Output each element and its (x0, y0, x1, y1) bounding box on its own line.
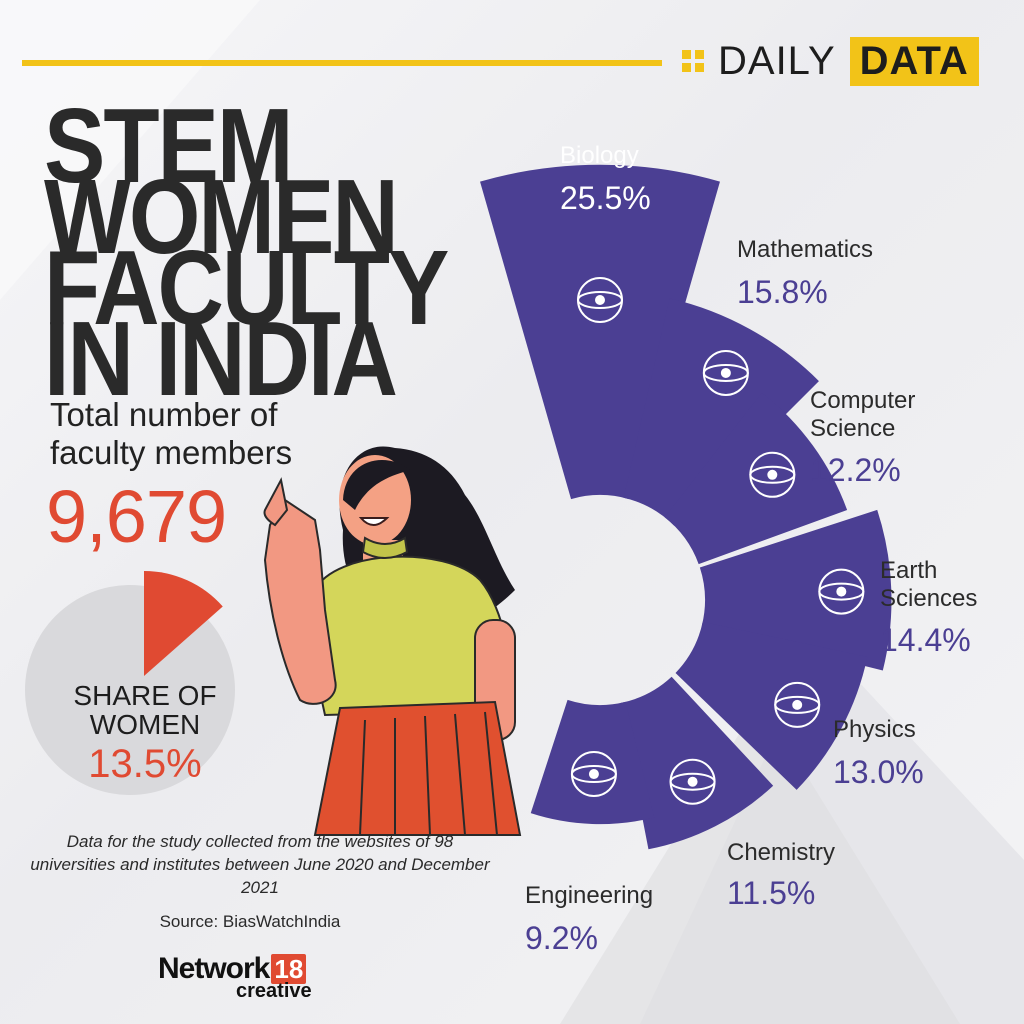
bar-physics (675, 621, 868, 790)
logo-creative: creative (236, 980, 312, 1002)
share-value: 13.5% (88, 742, 202, 786)
bar-value-label: 15.8% (737, 274, 828, 310)
atom-icon (774, 681, 821, 728)
flask-icon (669, 758, 716, 805)
bar-value-label: 11.5% (727, 875, 816, 911)
woman-illustration (263, 446, 522, 836)
header-rule (22, 60, 662, 66)
bar-category-label: Computer Science (810, 387, 916, 442)
bar-chemistry (620, 676, 774, 850)
bar-value-label: 14.4% (880, 622, 971, 658)
geometry-icon (702, 349, 749, 396)
dna-atom-icon (577, 277, 623, 323)
title-line: IN INDIA (44, 300, 398, 418)
brand-data: DATA (849, 36, 979, 86)
network18-logo: Network 18 creative (158, 952, 312, 1003)
bar-earth-sciences (699, 509, 892, 671)
share-label: SHARE OF WOMEN (73, 680, 217, 740)
bar-category-label: Biology (560, 142, 639, 169)
logo-number: 18 (271, 954, 307, 984)
grid-icon (682, 50, 704, 72)
bar-category-label: Physics (833, 716, 916, 743)
brand-logo: DAILY DATA (682, 35, 979, 87)
engineering-book-icon (570, 751, 617, 798)
total-label: Total number of faculty members (50, 396, 293, 471)
bar-mathematics (623, 298, 819, 526)
bar-computer-science (664, 392, 848, 565)
logo-network: Network (158, 952, 270, 985)
title-line: WOMEN (44, 158, 399, 276)
bar-value-label: 9.2% (525, 920, 598, 956)
earth-gear-icon (818, 568, 865, 615)
pie-slice-women (144, 571, 223, 676)
brand-daily: DAILY (718, 38, 836, 83)
bar-value-label: 13.0% (833, 754, 924, 790)
bar-biology (480, 164, 720, 500)
bar-value-label: 25.5% (560, 180, 651, 216)
bar-category-label: Earth Sciences (880, 557, 978, 612)
title-line: STEM (44, 87, 294, 205)
title-line: FACULTY (44, 229, 449, 347)
bar-category-label: Engineering (525, 882, 654, 909)
methodology-note: Data for the study collected from the we… (30, 832, 490, 897)
source-note: Source: BiasWatchIndia (159, 912, 341, 931)
bar-category-label: Chemistry (727, 839, 836, 866)
bar-engineering (530, 699, 655, 825)
total-value: 9,679 (46, 475, 227, 558)
bar-value-label: 12.2% (810, 452, 901, 488)
computer-network-icon (749, 451, 796, 498)
bar-category-label: Mathematics (737, 236, 874, 263)
page-title: STEM WOMEN FACULTY IN INDIA (44, 87, 449, 412)
